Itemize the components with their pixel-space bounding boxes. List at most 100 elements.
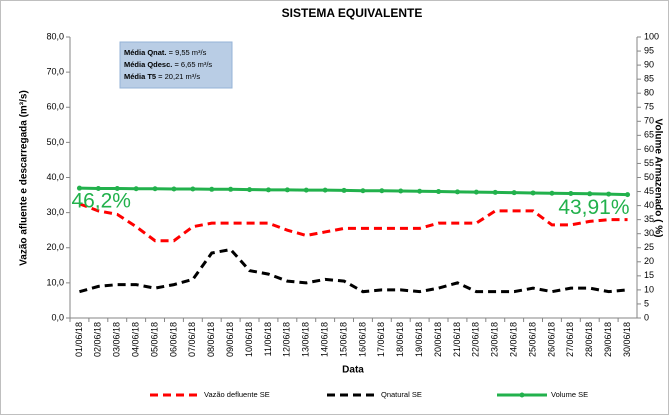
info-line: Média T5 = 20,21 m³/s — [124, 72, 200, 81]
series-marker — [360, 188, 366, 194]
info-box — [119, 41, 233, 89]
y-tick-label: 50,0 — [46, 137, 64, 147]
series-marker — [95, 185, 101, 191]
y2-tick-label: 80 — [644, 88, 654, 98]
x-tick-label: 11/06/18 — [263, 322, 273, 356]
y2-tick-label: 50 — [644, 172, 654, 182]
x-tick-label: 12/06/18 — [282, 322, 292, 357]
x-tick-label: 16/06/18 — [357, 322, 367, 357]
series-marker — [171, 186, 177, 192]
y2-axis-title: Volume Armazenado ( %) — [652, 119, 663, 238]
y-tick-label: 80,0 — [46, 31, 64, 41]
y2-tick-label: 45 — [644, 186, 654, 196]
x-tick-label: 02/06/18 — [93, 322, 103, 357]
y2-tick-label: 10 — [644, 284, 654, 294]
legend-label: Volume SE — [551, 390, 588, 399]
y-tick-label: 40,0 — [46, 172, 64, 182]
series-marker — [228, 186, 234, 192]
x-tick-label: 01/06/18 — [74, 322, 84, 357]
series-marker — [114, 185, 120, 191]
y-tick-label: 0,0 — [51, 312, 64, 322]
info-label: Média Qdesc. — [124, 60, 172, 69]
series-marker — [284, 187, 290, 193]
info-line: Média Qdesc. = 6,65 m³/s — [124, 60, 212, 69]
y2-tick-label: 85 — [644, 74, 654, 84]
series-marker — [247, 187, 253, 193]
x-tick-label: 29/06/18 — [603, 322, 613, 357]
x-tick-label: 13/06/18 — [301, 322, 311, 357]
series-marker — [303, 187, 309, 193]
y2-tick-label: 100 — [644, 31, 659, 41]
x-tick-label: 04/06/18 — [131, 322, 141, 357]
x-tick-label: 17/06/18 — [376, 322, 386, 357]
x-tick-label: 25/06/18 — [527, 322, 537, 357]
x-tick-label: 08/06/18 — [206, 322, 216, 357]
y2-tick-label: 40 — [644, 200, 654, 210]
annotation: 43,91% — [558, 196, 629, 219]
x-tick-label: 18/06/18 — [395, 322, 405, 357]
x-tick-label: 22/06/18 — [471, 322, 481, 357]
x-tick-label: 30/06/18 — [622, 322, 632, 357]
y2-tick-label: 95 — [644, 45, 654, 55]
y2-tick-label: 15 — [644, 270, 654, 280]
series-marker — [209, 186, 215, 192]
y2-tick-label: 0 — [644, 312, 649, 322]
y2-tick-label: 65 — [644, 130, 654, 140]
info-label: Média Qnat. — [124, 48, 167, 57]
series-marker — [606, 191, 612, 197]
y-axis-title: Vazão afluente e descarregada (m³/s) — [19, 90, 30, 266]
y2-tick-label: 70 — [644, 116, 654, 126]
series-marker — [398, 188, 404, 194]
series-marker — [76, 185, 82, 191]
x-tick-label: 09/06/18 — [225, 322, 235, 357]
series-marker — [436, 189, 442, 195]
series-marker — [625, 192, 631, 198]
info-text: = 6,65 m³/s — [172, 60, 212, 69]
series-line — [79, 247, 628, 294]
legend-label: Vazão defluente SE — [204, 390, 270, 399]
series-marker — [417, 188, 423, 194]
series-marker — [511, 190, 517, 196]
x-tick-label: 07/06/18 — [187, 322, 197, 357]
info-text: = 20,21 m³/s — [156, 72, 200, 81]
y-tick-label: 30,0 — [46, 207, 64, 217]
series-marker — [133, 186, 139, 192]
legend-label: Qnatural SE — [381, 390, 422, 399]
series-marker — [568, 191, 574, 197]
y2-tick-label: 5 — [644, 298, 649, 308]
series-line — [78, 202, 628, 243]
info-line: Média Qnat. = 9,55 m³/s — [124, 48, 207, 57]
series-marker — [454, 189, 460, 195]
x-tick-label: 20/06/18 — [433, 322, 443, 357]
info-text: = 9,55 m³/s — [167, 48, 207, 57]
x-tick-label: 15/06/18 — [338, 322, 348, 357]
y-tick-label: 10,0 — [46, 277, 64, 287]
x-tick-label: 23/06/18 — [490, 322, 500, 357]
x-tick-label: 26/06/18 — [546, 322, 556, 357]
info-label: Média T5 — [124, 72, 156, 81]
x-tick-label: 06/06/18 — [168, 322, 178, 357]
y2-tick-label: 60 — [644, 144, 654, 154]
series-marker — [530, 190, 536, 196]
y-tick-label: 60,0 — [46, 102, 64, 112]
y2-tick-label: 25 — [644, 242, 654, 252]
x-tick-label: 03/06/18 — [112, 322, 122, 357]
x-tick-label: 10/06/18 — [244, 322, 254, 357]
series-line — [79, 186, 628, 197]
series-marker — [492, 189, 498, 195]
chart-title: SISTEMA EQUIVALENTE — [282, 6, 423, 20]
x-tick-label: 14/06/18 — [320, 322, 330, 357]
series-marker — [473, 189, 479, 195]
series-marker — [152, 186, 158, 192]
series-marker — [587, 191, 593, 197]
series-marker — [190, 186, 196, 192]
series-marker — [265, 187, 271, 193]
y-tick-label: 70,0 — [46, 67, 64, 77]
series-marker — [322, 187, 328, 193]
y-tick-label: 20,0 — [46, 242, 64, 252]
series-marker — [549, 190, 555, 196]
y2-tick-label: 75 — [644, 102, 654, 112]
x-tick-label: 24/06/18 — [509, 322, 519, 357]
legend-marker — [519, 392, 525, 398]
